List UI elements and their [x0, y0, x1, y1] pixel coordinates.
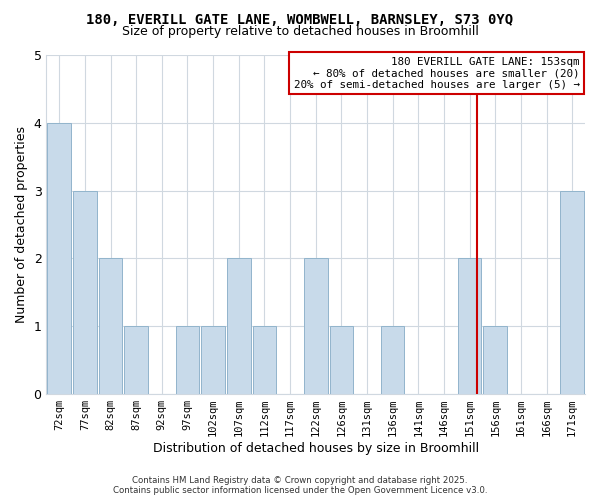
Bar — [47, 123, 71, 394]
Bar — [458, 258, 481, 394]
Bar — [560, 190, 584, 394]
Text: Contains HM Land Registry data © Crown copyright and database right 2025.
Contai: Contains HM Land Registry data © Crown c… — [113, 476, 487, 495]
Bar — [329, 326, 353, 394]
Text: 180 EVERILL GATE LANE: 153sqm
← 80% of detached houses are smaller (20)
20% of s: 180 EVERILL GATE LANE: 153sqm ← 80% of d… — [293, 56, 580, 90]
Bar — [381, 326, 404, 394]
Text: Size of property relative to detached houses in Broomhill: Size of property relative to detached ho… — [122, 25, 478, 38]
Bar — [202, 326, 225, 394]
Bar — [227, 258, 251, 394]
Bar — [99, 258, 122, 394]
Y-axis label: Number of detached properties: Number of detached properties — [15, 126, 28, 323]
Text: 180, EVERILL GATE LANE, WOMBWELL, BARNSLEY, S73 0YQ: 180, EVERILL GATE LANE, WOMBWELL, BARNSL… — [86, 12, 514, 26]
X-axis label: Distribution of detached houses by size in Broomhill: Distribution of detached houses by size … — [152, 442, 479, 455]
Bar — [176, 326, 199, 394]
Bar — [73, 190, 97, 394]
Bar — [124, 326, 148, 394]
Bar — [304, 258, 328, 394]
Bar — [484, 326, 507, 394]
Bar — [253, 326, 276, 394]
